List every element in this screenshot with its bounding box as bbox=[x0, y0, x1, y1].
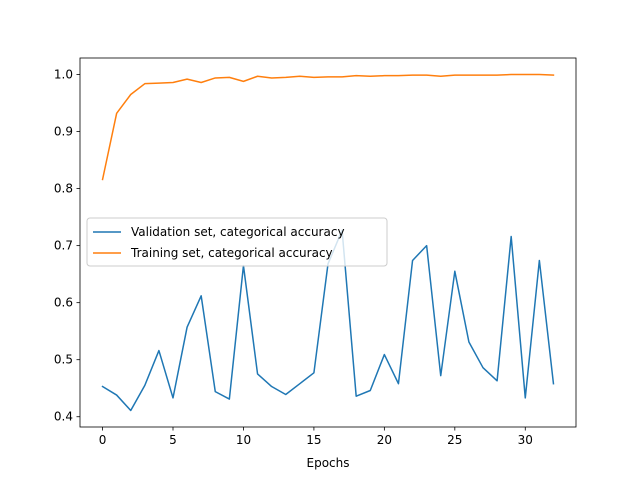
plot-frame bbox=[79, 57, 577, 428]
y-tick-label: 0.6 bbox=[54, 296, 73, 310]
y-tick-label: 0.4 bbox=[54, 410, 73, 424]
y-tick-label: 0.5 bbox=[54, 353, 73, 367]
legend: Validation set, categorical accuracy Trai… bbox=[86, 217, 388, 267]
series-line-1 bbox=[101, 73, 555, 181]
x-tick-label: 15 bbox=[306, 433, 321, 447]
legend-box bbox=[86, 217, 388, 267]
y-tick-label: 0.7 bbox=[54, 239, 73, 253]
x-tick-label: 10 bbox=[236, 433, 251, 447]
y-tick-label: 1.0 bbox=[54, 68, 73, 82]
legend-label-1: Training set, categorical accuracy bbox=[130, 246, 333, 260]
x-tick-label: 30 bbox=[518, 433, 533, 447]
y-axis: 0.4 0.5 0.6 0.7 0.8 0.9 1.0 bbox=[54, 68, 80, 424]
x-tick-label: 5 bbox=[169, 433, 177, 447]
legend-label-0: Validation set, categorical accuracy bbox=[131, 225, 345, 239]
y-tick-label: 0.8 bbox=[54, 182, 73, 196]
x-tick-label: 20 bbox=[377, 433, 392, 447]
x-axis: 0 5 10 15 20 25 30 bbox=[99, 427, 533, 447]
x-axis-label: Epochs bbox=[307, 456, 350, 470]
y-tick-label: 0.9 bbox=[54, 125, 73, 139]
x-tick-label: 0 bbox=[99, 433, 107, 447]
x-tick-label: 25 bbox=[447, 433, 462, 447]
